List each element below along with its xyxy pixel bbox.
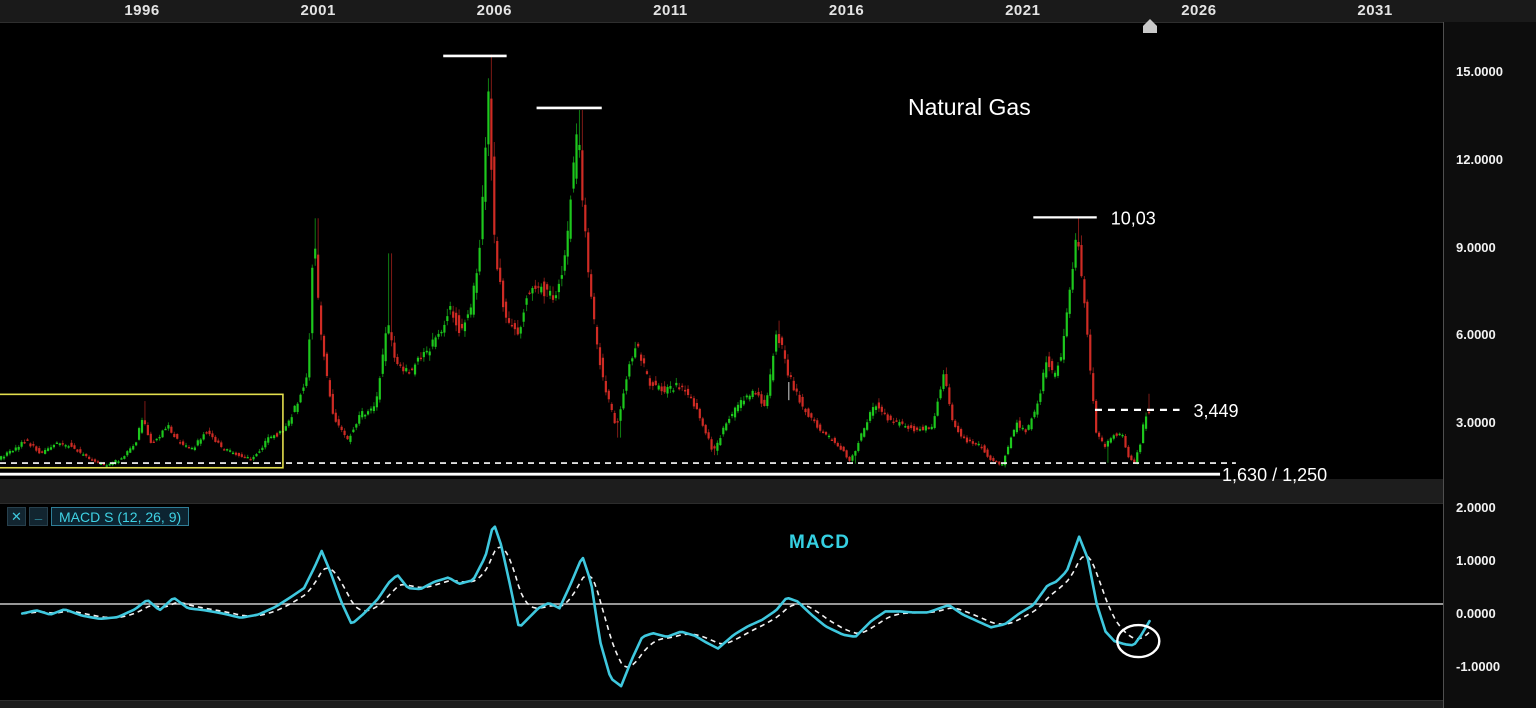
y-axis-tick-label: 15.0000	[1456, 64, 1503, 79]
y-axis-tick-label: -1.0000	[1456, 659, 1501, 674]
x-axis-year-label: 2011	[653, 2, 688, 19]
y-axis-tick-label: 6.0000	[1456, 327, 1496, 343]
level-line-label: 10,03	[1111, 208, 1156, 228]
y-axis-tick-label: 1.0000	[1456, 553, 1496, 568]
y-axis-tick-label: 2.0000	[1456, 500, 1496, 515]
indicator-minimize-button[interactable]: _	[29, 506, 48, 526]
price-axis[interactable]: 15.0000 12.0000 9.0000 6.0000 3.0000 2.0000 1.…	[1443, 22, 1536, 708]
y-axis-tick-label: 0.0000	[1456, 606, 1496, 621]
x-axis-year-label: 2006	[476, 2, 512, 19]
indicator-header: ✕ _ MACD S (12, 26, 9)	[7, 506, 190, 527]
x-axis-year-label: 2026	[1181, 2, 1217, 19]
price-annotations[interactable]: 1,630 / 1,250 10,03 3,449	[0, 54, 1327, 485]
chart-title: Natural Gas	[908, 94, 1031, 120]
time-axis[interactable]: 1996 2001 2006 2011 2016 2021 2026 2031	[0, 0, 1536, 23]
panel-divider-band	[0, 479, 1443, 504]
candlestick-series	[0, 54, 1151, 469]
indicator-close-button[interactable]: ✕	[7, 507, 26, 526]
x-axis-year-label: 2021	[1005, 2, 1041, 19]
indicator-label[interactable]: MACD S (12, 26, 9)	[51, 507, 190, 526]
close-icon: ✕	[11, 508, 22, 524]
y-axis-tick-label: 3.0000	[1456, 415, 1496, 430]
macd-signal-line	[22, 546, 1151, 668]
marker-arrow-icon	[1143, 19, 1157, 33]
macd-line	[20, 525, 1151, 688]
x-axis-year-label: 2031	[1357, 2, 1393, 19]
minimize-icon: _	[34, 506, 43, 521]
macd-annotation-label: MACD	[789, 532, 850, 553]
macd-crossover-ellipse[interactable]	[1116, 623, 1161, 659]
x-axis-year-label: 2001	[300, 2, 336, 19]
macd-panel	[0, 525, 1443, 688]
level-line-label: 3,449	[1194, 401, 1239, 421]
support-line-label: 1,630 / 1,250	[1222, 465, 1327, 485]
y-axis-tick-label: 9.0000	[1456, 239, 1496, 255]
range-box-annotation	[0, 393, 284, 469]
x-axis-year-label: 1996	[124, 2, 160, 19]
current-date-marker[interactable]	[1141, 18, 1159, 34]
bottom-strip	[0, 700, 1443, 708]
x-axis-year-label: 2016	[828, 2, 865, 19]
y-axis-tick-label: 12.0000	[1456, 151, 1503, 167]
